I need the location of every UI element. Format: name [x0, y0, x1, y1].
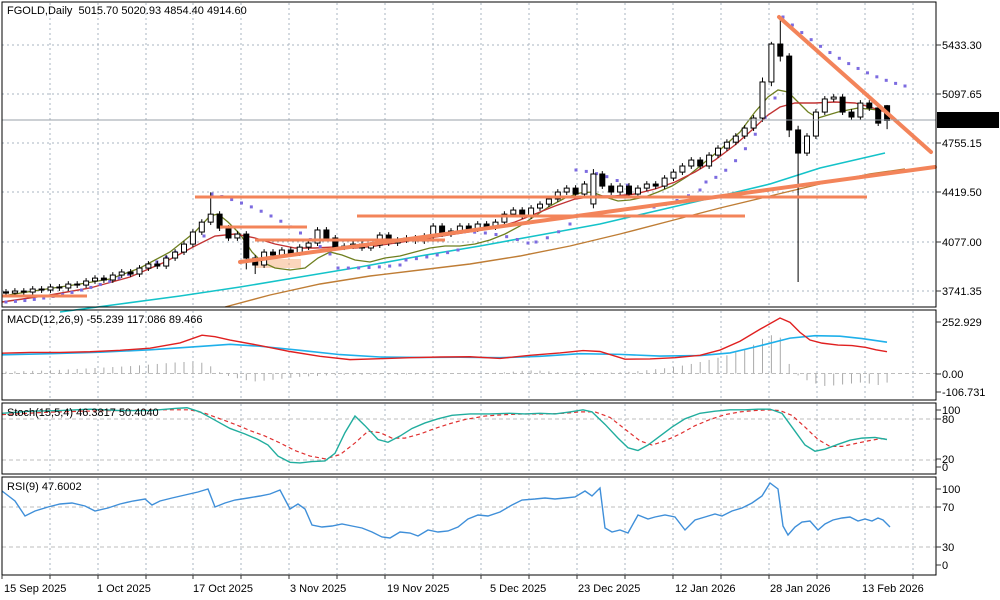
- rsi-axis-label: 70: [942, 502, 954, 514]
- stoch-axis-label: 0: [942, 462, 948, 474]
- rsi-axis-label: 30: [942, 542, 954, 554]
- stoch-axis-label: 80: [942, 414, 954, 426]
- rsi-layer: [1, 481, 891, 539]
- time-axis-label: 19 Nov 2025: [387, 583, 449, 595]
- macd-axis-label: 252.929: [942, 317, 982, 329]
- macd-axis-label: -106.731: [942, 387, 985, 399]
- time-axis-label: 13 Feb 2026: [862, 583, 924, 595]
- ohlc-header: FGOLD,Daily 5015.70 5020.93 4854.40 4914…: [7, 5, 247, 17]
- time-axis-label: 1 Oct 2025: [97, 583, 151, 595]
- price-axis-label: 5097.65: [942, 89, 982, 101]
- rsi-axis-label: 0: [942, 560, 948, 572]
- stochastic-layer: [1, 407, 888, 464]
- price-scale[interactable]: 5433.30 5097.65 4755.15 4419.50 4077.00 3741.…: [936, 40, 999, 572]
- current-price-text: 4914.60: [942, 115, 982, 127]
- time-axis-label: 28 Jan 2026: [770, 583, 831, 595]
- time-scale[interactable]: 15 Sep 2025 1 Oct 2025 17 Oct 2025 3 Nov 20…: [1, 575, 924, 595]
- macd-axis-label: 0.00: [942, 369, 963, 381]
- time-axis-label: 3 Nov 2025: [290, 583, 346, 595]
- price-axis-label: 5433.30: [942, 40, 982, 52]
- macd-layer: [1, 317, 888, 386]
- time-axis-label: 17 Oct 2025: [193, 583, 253, 595]
- macd-label: MACD(12,26,9) -55.239 117.086 89.466: [7, 314, 203, 326]
- rsi-label: RSI(9) 47.6002: [7, 481, 82, 493]
- zone-layer: [255, 259, 301, 268]
- current-price-badge: [937, 112, 999, 128]
- stoch-label: Stoch(15,5,4) 46.3817 50.4040: [7, 407, 159, 419]
- stoch-axis-label: 20: [942, 454, 954, 466]
- trendline-layer: [2, 15, 937, 298]
- time-axis-label: 15 Sep 2025: [4, 583, 66, 595]
- grid-layer: [1, 3, 941, 574]
- candles-layer: [3, 16, 891, 296]
- panel-borders: [1, 1, 937, 576]
- price-axis-label: 4755.15: [942, 138, 982, 150]
- time-axis-label: 23 Dec 2025: [578, 583, 640, 595]
- stoch-axis-label: 100: [942, 405, 960, 417]
- price-axis-label: 4077.00: [942, 237, 982, 249]
- price-axis-label: 3741.35: [942, 286, 982, 298]
- time-axis-label: 12 Jan 2026: [675, 583, 736, 595]
- rsi-axis-label: 100: [942, 484, 960, 496]
- price-axis-label: 4419.50: [942, 187, 982, 199]
- time-axis-label: 5 Dec 2025: [490, 583, 546, 595]
